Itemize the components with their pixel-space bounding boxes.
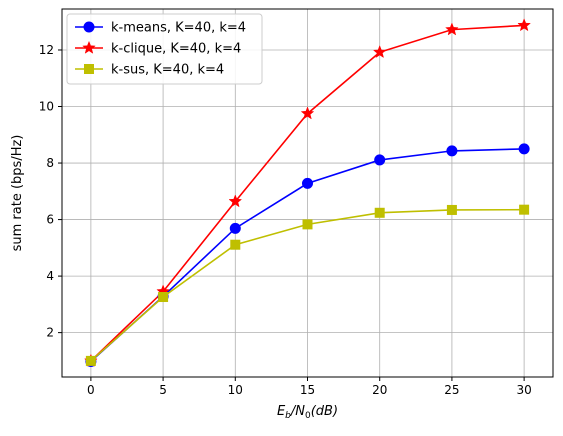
y-axis-label: sum rate (bps/Hz) (10, 135, 25, 252)
x-tick-label: 25 (444, 383, 459, 397)
y-tick-label: 6 (46, 213, 54, 227)
y-tick-label: 10 (39, 100, 54, 114)
data-point (518, 143, 530, 155)
data-point (445, 22, 459, 36)
x-axis-ticks: 0 5 10 15 20 25 30 (87, 377, 532, 397)
data-point (446, 204, 457, 215)
data-point (519, 204, 530, 215)
data-point (300, 106, 315, 120)
y-tick-label: 8 (46, 156, 54, 170)
x-tick-label: 10 (228, 383, 243, 397)
data-point (230, 239, 241, 250)
x-tick-label: 0 (87, 383, 95, 397)
x-tick-label: 30 (516, 383, 531, 397)
data-point (374, 207, 385, 218)
x-tick-label: 5 (159, 383, 167, 397)
data-point (372, 45, 387, 59)
data-point (228, 194, 243, 208)
x-axis-label: Eb/N0(dB) (277, 404, 338, 421)
x-tick-label: 20 (372, 383, 387, 397)
legend-marker (83, 21, 95, 33)
data-point (158, 292, 169, 303)
data-point (85, 355, 96, 366)
legend-label: k-means, K=40, k=4 (111, 21, 246, 36)
y-tick-label: 2 (46, 326, 54, 340)
series-markers (84, 18, 531, 367)
data-point (302, 219, 313, 230)
legend-marker (82, 40, 96, 54)
legend-marker (84, 64, 94, 74)
x-tick-label: 15 (300, 383, 315, 397)
y-axis-ticks: 2 4 6 8 10 12 (39, 43, 62, 340)
legend: k-means, K=40, k=4 k-clique, K=40, k=4 k-s… (66, 13, 263, 85)
y-tick-label: 12 (39, 43, 54, 57)
legend-label: k-clique, K=40, k=4 (111, 42, 241, 57)
data-point (446, 145, 458, 157)
y-tick-label: 4 (46, 269, 54, 283)
data-point (374, 154, 386, 166)
data-point (517, 18, 531, 32)
legend-label: k-sus, K=40, k=4 (111, 63, 224, 78)
legend-box (66, 13, 263, 85)
data-point (229, 222, 241, 234)
data-point (302, 177, 313, 189)
